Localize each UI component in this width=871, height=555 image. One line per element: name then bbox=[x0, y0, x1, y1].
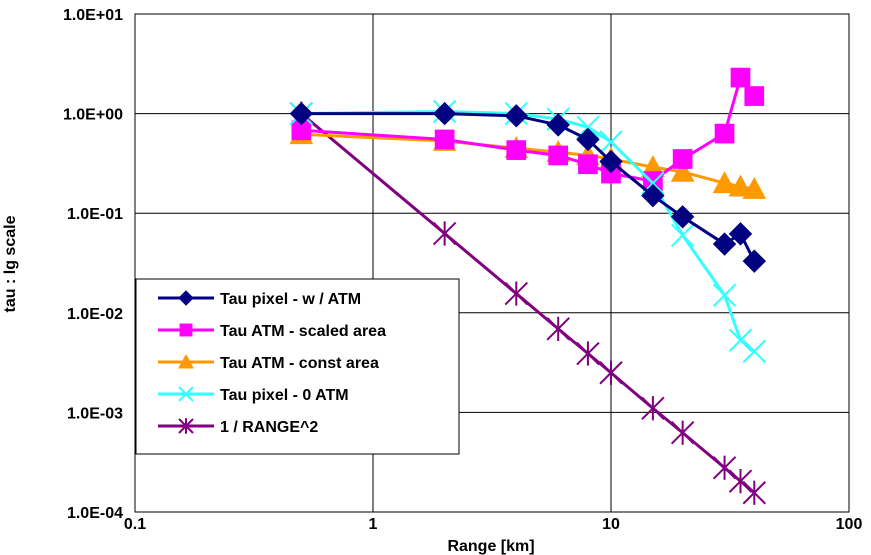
data-point bbox=[289, 101, 314, 126]
data-point bbox=[728, 469, 753, 494]
x-tick-label: 1 bbox=[369, 516, 378, 533]
y-tick-label: 1.0E-03 bbox=[67, 405, 123, 422]
data-point bbox=[599, 149, 623, 174]
y-tick-label: 1.0E-02 bbox=[67, 306, 123, 323]
data-point bbox=[546, 113, 570, 137]
series-1 bbox=[289, 101, 766, 273]
data-point bbox=[714, 123, 735, 144]
legend-label: Tau ATM - scaled area bbox=[220, 323, 386, 340]
y-tick-label: 1.0E-04 bbox=[67, 505, 123, 522]
legend-entry: Tau ATM - scaled area bbox=[158, 323, 386, 340]
data-point bbox=[728, 174, 753, 197]
legend-marker bbox=[178, 353, 194, 369]
data-point bbox=[670, 420, 695, 445]
data-point bbox=[599, 130, 623, 154]
data-point bbox=[744, 86, 765, 106]
legend-entry: Tau pixel - w / ATM bbox=[158, 290, 361, 308]
legend-label: 1 / RANGE^2 bbox=[220, 419, 318, 436]
data-point bbox=[730, 67, 751, 88]
data-point bbox=[504, 281, 528, 306]
data-point bbox=[578, 154, 598, 175]
y-tick-label: 1.0E+00 bbox=[63, 107, 123, 124]
data-point bbox=[712, 171, 737, 194]
legend-label: Tau pixel - w / ATM bbox=[220, 291, 361, 308]
data-point bbox=[432, 221, 457, 246]
data-point bbox=[432, 101, 457, 126]
data-point bbox=[506, 140, 527, 160]
tick-labels: 0.1 1 10 100 1.0E-04 1.0E-03 1.0E-02 1.0E-01 1.0… bbox=[63, 7, 863, 533]
data-point bbox=[728, 222, 753, 246]
x-tick-label: 100 bbox=[836, 516, 863, 533]
data-point bbox=[548, 145, 569, 166]
data-point bbox=[670, 205, 695, 229]
legend-entry: Tau pixel - 0 ATM bbox=[158, 386, 349, 404]
data-point bbox=[742, 176, 767, 199]
y-tick-label: 1.0E+01 bbox=[63, 7, 123, 24]
x-axis-title: Range [km] bbox=[447, 538, 534, 555]
legend-label: Tau ATM - const area bbox=[220, 355, 379, 372]
data-point bbox=[672, 149, 693, 169]
data-point bbox=[546, 316, 570, 341]
data-point bbox=[641, 396, 665, 421]
legend: Tau pixel - w / ATM Tau ATM - scaled area… bbox=[135, 278, 460, 455]
data-point bbox=[742, 249, 766, 273]
data-point bbox=[576, 341, 600, 366]
data-point bbox=[712, 455, 737, 480]
legend-label: Tau pixel - 0 ATM bbox=[220, 387, 349, 404]
series-layer bbox=[289, 67, 767, 505]
data-point bbox=[742, 480, 766, 505]
series-5 bbox=[289, 101, 766, 505]
data-point bbox=[712, 232, 737, 256]
data-point bbox=[576, 127, 600, 152]
legend-entry: 1 / RANGE^2 bbox=[158, 418, 318, 436]
x-tick-label: 10 bbox=[602, 516, 620, 533]
data-point bbox=[670, 159, 695, 182]
data-point bbox=[742, 339, 766, 364]
y-tick-label: 1.0E-01 bbox=[67, 206, 123, 223]
plot-area-border bbox=[134, 13, 850, 513]
legend-marker bbox=[178, 386, 194, 402]
data-point bbox=[712, 283, 737, 307]
legend-marker bbox=[179, 323, 193, 337]
legend-marker bbox=[178, 418, 194, 434]
legend-entry: Tau ATM - const area bbox=[158, 353, 379, 372]
x-tick-label: 0.1 bbox=[124, 516, 146, 533]
data-point bbox=[599, 360, 623, 385]
data-point bbox=[641, 183, 665, 208]
data-point bbox=[434, 129, 455, 150]
data-point bbox=[670, 223, 695, 248]
legend-marker bbox=[178, 290, 194, 306]
data-point bbox=[728, 328, 753, 352]
series-2 bbox=[291, 67, 765, 191]
y-axis-title: tau : lg scale bbox=[2, 215, 19, 312]
data-point bbox=[504, 104, 528, 128]
